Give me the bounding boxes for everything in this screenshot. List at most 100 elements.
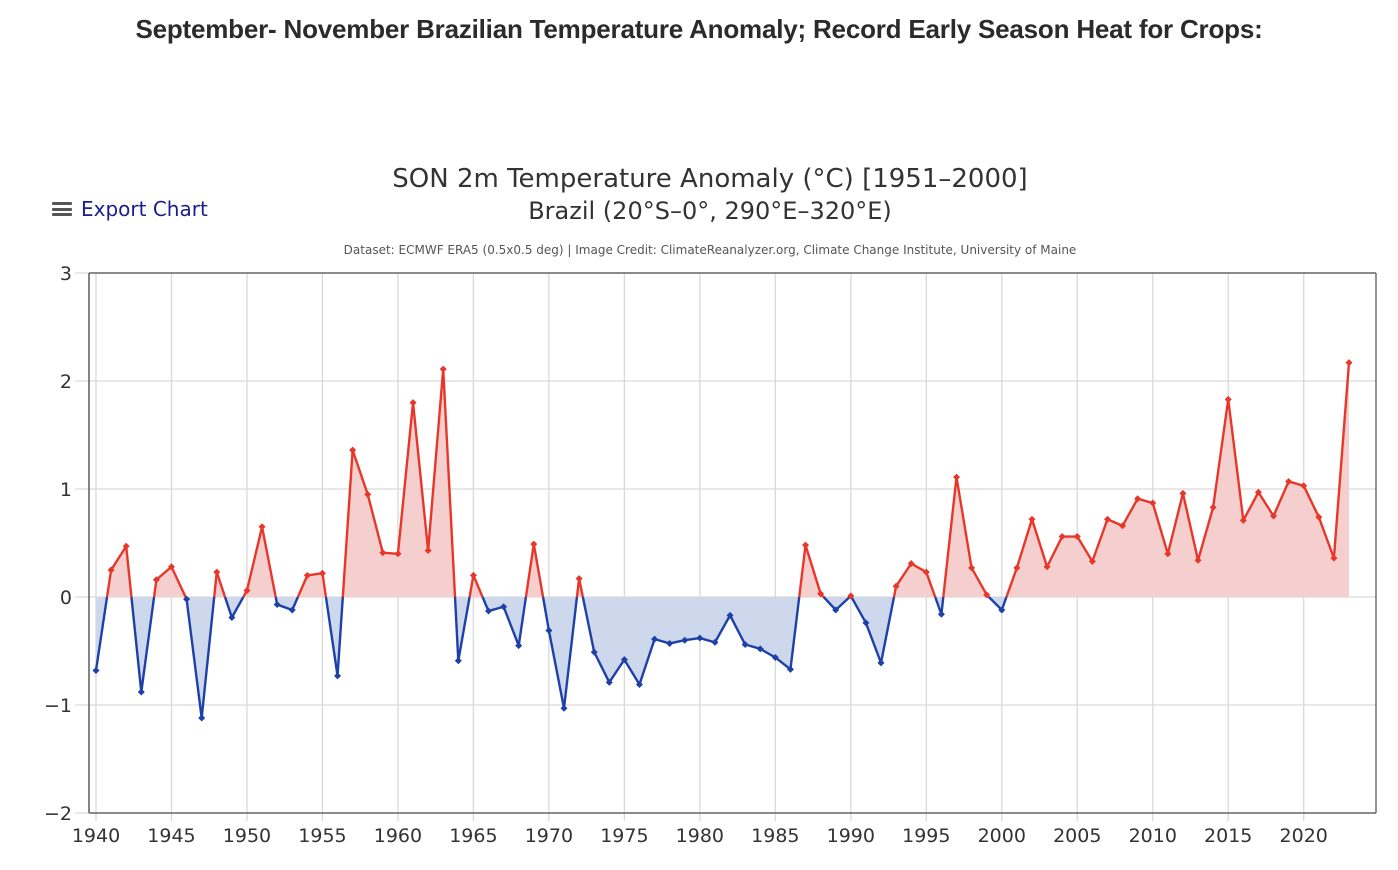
data-point <box>183 595 191 603</box>
x-tick-label: 2010 <box>1129 825 1177 847</box>
x-tick-label: 1995 <box>902 825 950 847</box>
negative-area <box>582 597 800 685</box>
data-point <box>1330 554 1338 562</box>
x-tick-label: 2015 <box>1204 825 1252 847</box>
data-point <box>1134 495 1142 503</box>
negative-area <box>225 597 244 618</box>
data-point <box>1164 550 1172 558</box>
data-point <box>515 642 523 650</box>
positive-area <box>243 526 276 597</box>
x-tick-label: 1990 <box>827 825 875 847</box>
data-point <box>952 473 960 481</box>
data-point <box>500 603 508 611</box>
data-point <box>364 490 372 498</box>
data-point <box>983 591 991 599</box>
data-point <box>545 626 553 634</box>
data-point <box>968 564 976 572</box>
area-fills <box>96 362 1349 718</box>
data-point <box>1103 515 1111 523</box>
data-point <box>681 636 689 644</box>
data-point <box>439 365 447 373</box>
data-point <box>107 566 115 574</box>
positive-line <box>152 565 187 598</box>
data-point <box>258 523 266 531</box>
data-point <box>334 672 342 680</box>
data-point <box>394 550 402 558</box>
data-point <box>726 611 734 619</box>
data-point <box>1179 489 1187 497</box>
x-tick-label: 1945 <box>147 825 195 847</box>
positive-area <box>525 544 544 597</box>
data-point <box>303 571 311 579</box>
data-point <box>635 680 643 688</box>
positive-area <box>107 546 132 597</box>
data-point <box>560 704 568 712</box>
data-point <box>469 571 477 579</box>
data-point <box>1270 512 1278 520</box>
data-point <box>651 635 659 643</box>
data-point <box>817 590 825 598</box>
positive-line <box>242 525 277 598</box>
data-point <box>1088 557 1096 565</box>
negative-line <box>274 596 300 612</box>
x-tick-label: 1965 <box>449 825 497 847</box>
x-tick-label: 1955 <box>298 825 346 847</box>
data-point <box>1254 488 1262 496</box>
data-point <box>711 638 719 646</box>
data-point <box>605 678 613 686</box>
data-point <box>922 568 930 576</box>
data-point <box>379 549 387 557</box>
data-point <box>1285 477 1293 485</box>
data-point <box>892 582 900 590</box>
data-point <box>1224 395 1232 403</box>
data-point <box>771 653 779 661</box>
data-point <box>1058 533 1066 541</box>
x-tick-label: 1980 <box>676 825 724 847</box>
data-point <box>666 639 674 647</box>
data-point <box>847 592 855 600</box>
negative-line <box>581 596 801 686</box>
y-axis: 3 2 1 0 −1 −2 <box>44 263 72 825</box>
export-chart-label: Export Chart <box>81 197 208 221</box>
data-point <box>318 569 326 577</box>
data-point <box>1149 499 1157 507</box>
plot-frame <box>88 272 1377 814</box>
x-tick-label: 2005 <box>1053 825 1101 847</box>
positive-line <box>105 545 133 598</box>
x-tick-label: 1950 <box>223 825 271 847</box>
data-point <box>198 714 206 722</box>
data-point <box>137 688 145 696</box>
menu-icon <box>52 202 72 216</box>
data-point <box>1209 503 1217 511</box>
negative-area <box>823 597 850 610</box>
positive-line <box>296 572 328 598</box>
negative-line <box>94 596 109 671</box>
export-chart-button[interactable]: Export Chart <box>52 197 208 221</box>
positive-area <box>342 369 456 597</box>
data-point <box>575 575 583 583</box>
data-point <box>1315 513 1323 521</box>
y-tick-label: 0 <box>60 587 72 609</box>
data-point <box>530 540 538 548</box>
x-tick-label: 1985 <box>751 825 799 847</box>
data-point <box>786 665 794 673</box>
data-point <box>696 634 704 642</box>
data-point <box>741 641 749 649</box>
negative-area <box>543 597 577 709</box>
x-tick-label: 1970 <box>525 825 573 847</box>
data-point <box>832 606 840 614</box>
data-point <box>152 576 160 584</box>
data-point <box>167 563 175 571</box>
data-point <box>243 587 251 595</box>
data-point <box>454 657 462 665</box>
data-point <box>1300 482 1308 490</box>
data-point <box>1194 556 1202 564</box>
chart-credit: Dataset: ECMWF ERA5 (0.5x0.5 deg) | Imag… <box>344 243 1077 257</box>
chart-subtitle: Brazil (20°S–0°, 290°E–320°E) <box>528 197 892 225</box>
y-tick-label: −1 <box>44 695 72 717</box>
x-tick-label: 1960 <box>374 825 422 847</box>
data-point <box>122 542 130 550</box>
data-point <box>1043 563 1051 571</box>
data-point <box>288 606 296 614</box>
